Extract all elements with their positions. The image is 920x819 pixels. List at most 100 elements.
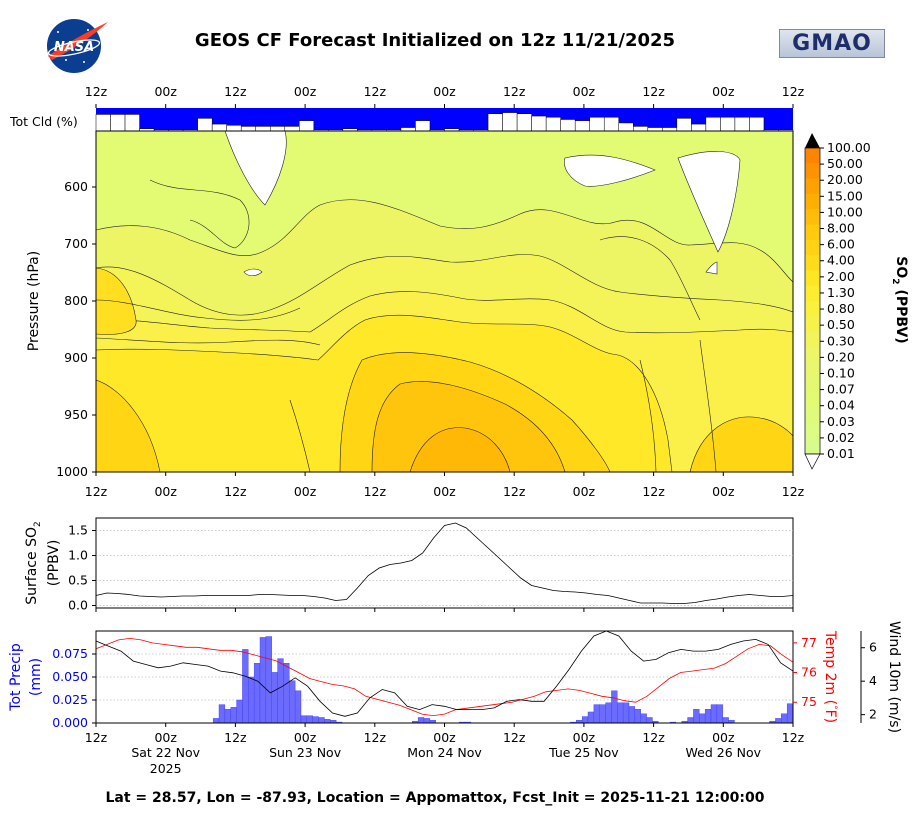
cloud-bar (633, 126, 649, 132)
precip-bar (693, 709, 700, 724)
day-label: Sun 23 Nov (269, 745, 342, 760)
precip-bar (617, 702, 624, 724)
time-tick-label: 12z (224, 484, 247, 499)
so2-level-400 (409, 427, 511, 472)
so2-contour-lines (96, 179, 717, 472)
precip-bar (611, 690, 618, 724)
colorbar-over-triangle (805, 133, 820, 148)
surface-y-tick-label: 1.0 (68, 548, 88, 563)
so2-y-axis: 600 700 800 900 950 1000 (56, 179, 96, 479)
time-tick-label: 00z (712, 730, 735, 745)
cloud-bar (284, 126, 300, 132)
cloud-bar (705, 116, 721, 132)
cloud-bar (516, 113, 532, 132)
precip-y-unit: (mm) (28, 658, 44, 696)
precip-bar (265, 636, 272, 724)
colorbar-cell (805, 377, 820, 394)
time-tick-label: 12z (503, 84, 526, 99)
surface-y-tick-label: 1.5 (68, 523, 88, 538)
surface-y-label: Surface SO2 (24, 521, 43, 604)
precip-y-tick-label: 0.025 (52, 692, 88, 707)
time-tick-label: 12z (782, 84, 805, 99)
wind-y-axis: 2 4 6 (860, 631, 877, 723)
colorbar-cell (805, 438, 820, 455)
colorbar-cell (805, 301, 820, 317)
precip-bar (248, 676, 255, 724)
time-tick-label: 00z (433, 484, 456, 499)
time-tick-label: 00z (154, 484, 177, 499)
precip-bar (423, 718, 431, 724)
pressure-tick-label: 600 (64, 179, 88, 194)
cloud-label: Tot Cld (%) (9, 114, 78, 129)
cloud-bar (240, 126, 256, 132)
precip-bar (634, 709, 641, 724)
pressure-tick-label: 900 (64, 350, 88, 365)
temp-y-tick-label: 75 (801, 694, 817, 709)
cloud-bar (603, 116, 620, 132)
precip-bar (212, 718, 220, 724)
time-tick-label: 12z (224, 730, 247, 745)
time-tick-label: 12z (503, 730, 526, 745)
time-tick-label: 12z (364, 484, 387, 499)
cloud-bar (618, 122, 634, 132)
time-tick-label: 00z (294, 484, 317, 499)
precip-bar (599, 704, 606, 724)
colorbar-tick-label: 20.00 (827, 172, 863, 187)
met-x-axis: 12z 00z 12z 00z 12z 00z 12z 00z 12z 00z 12z Sat 22 … (85, 723, 805, 776)
precip-bar (775, 718, 782, 724)
precip-bar (300, 715, 308, 724)
cloud-panel: Tot Cld (%) (9, 108, 794, 132)
colorbar-tick-label: 0.01 (827, 446, 855, 461)
time-tick-label: 00z (712, 84, 735, 99)
precip-y-label: Tot Precip (8, 643, 24, 712)
wind-y-tick-label: 2 (869, 707, 877, 722)
colorbar-cell (805, 408, 820, 424)
time-tick-label: 00z (573, 484, 596, 499)
colorbar-cell (805, 239, 820, 256)
cloud-bar (734, 116, 750, 132)
cloud-bar (95, 114, 111, 132)
cloud-bar (110, 114, 126, 132)
colorbar-cell (805, 163, 820, 180)
time-tick-label: 00z (154, 84, 177, 99)
colorbar-tick-label: 6.00 (827, 237, 855, 252)
surface-plot-frame (95, 517, 794, 609)
colorbar-title: SO2 (PPBV) (890, 256, 909, 343)
temp-y-axis: 75 76 77 (793, 635, 817, 709)
cloud-bar (487, 113, 503, 132)
wind-y-label: Wind 10m (m/s) (886, 621, 902, 733)
gmao-logo: GMAO (779, 29, 885, 58)
precip-bar (587, 711, 595, 724)
cloud-bar (197, 118, 213, 132)
colorbar-tick-label: 0.20 (827, 349, 855, 364)
precip-bar (318, 717, 325, 724)
precip-bar (716, 704, 723, 724)
so2-missing-region-2 (564, 154, 656, 187)
met-gridlines (96, 653, 793, 701)
precip-bar (417, 717, 425, 724)
precip-bar (593, 704, 600, 724)
precip-bar (786, 703, 794, 724)
colorbar-cell (805, 331, 820, 348)
cloud-bar (211, 123, 227, 132)
temp-y-label: Temp 2m (°F) (822, 630, 838, 723)
time-tick-label: 12z (782, 730, 805, 745)
precip-bar (218, 704, 226, 724)
cloud-bar (560, 119, 576, 132)
wind-y-tick-label: 6 (869, 640, 877, 655)
time-tick-label: 00z (712, 484, 735, 499)
time-tick-label: 12z (224, 84, 247, 99)
surface-gridlines (96, 530, 793, 606)
cloud-bar (647, 127, 663, 132)
nasa-logo-text: NASA (54, 40, 94, 55)
colorbar-cell (805, 209, 820, 225)
colorbar-tick-label: 15.00 (827, 188, 863, 203)
pressure-tick-label: 700 (64, 236, 88, 251)
nasa-logo: NASA (47, 19, 108, 73)
temp-series (95, 637, 794, 717)
colorbar-cell (805, 423, 820, 440)
precip-y-tick-label: 0.075 (52, 646, 88, 661)
